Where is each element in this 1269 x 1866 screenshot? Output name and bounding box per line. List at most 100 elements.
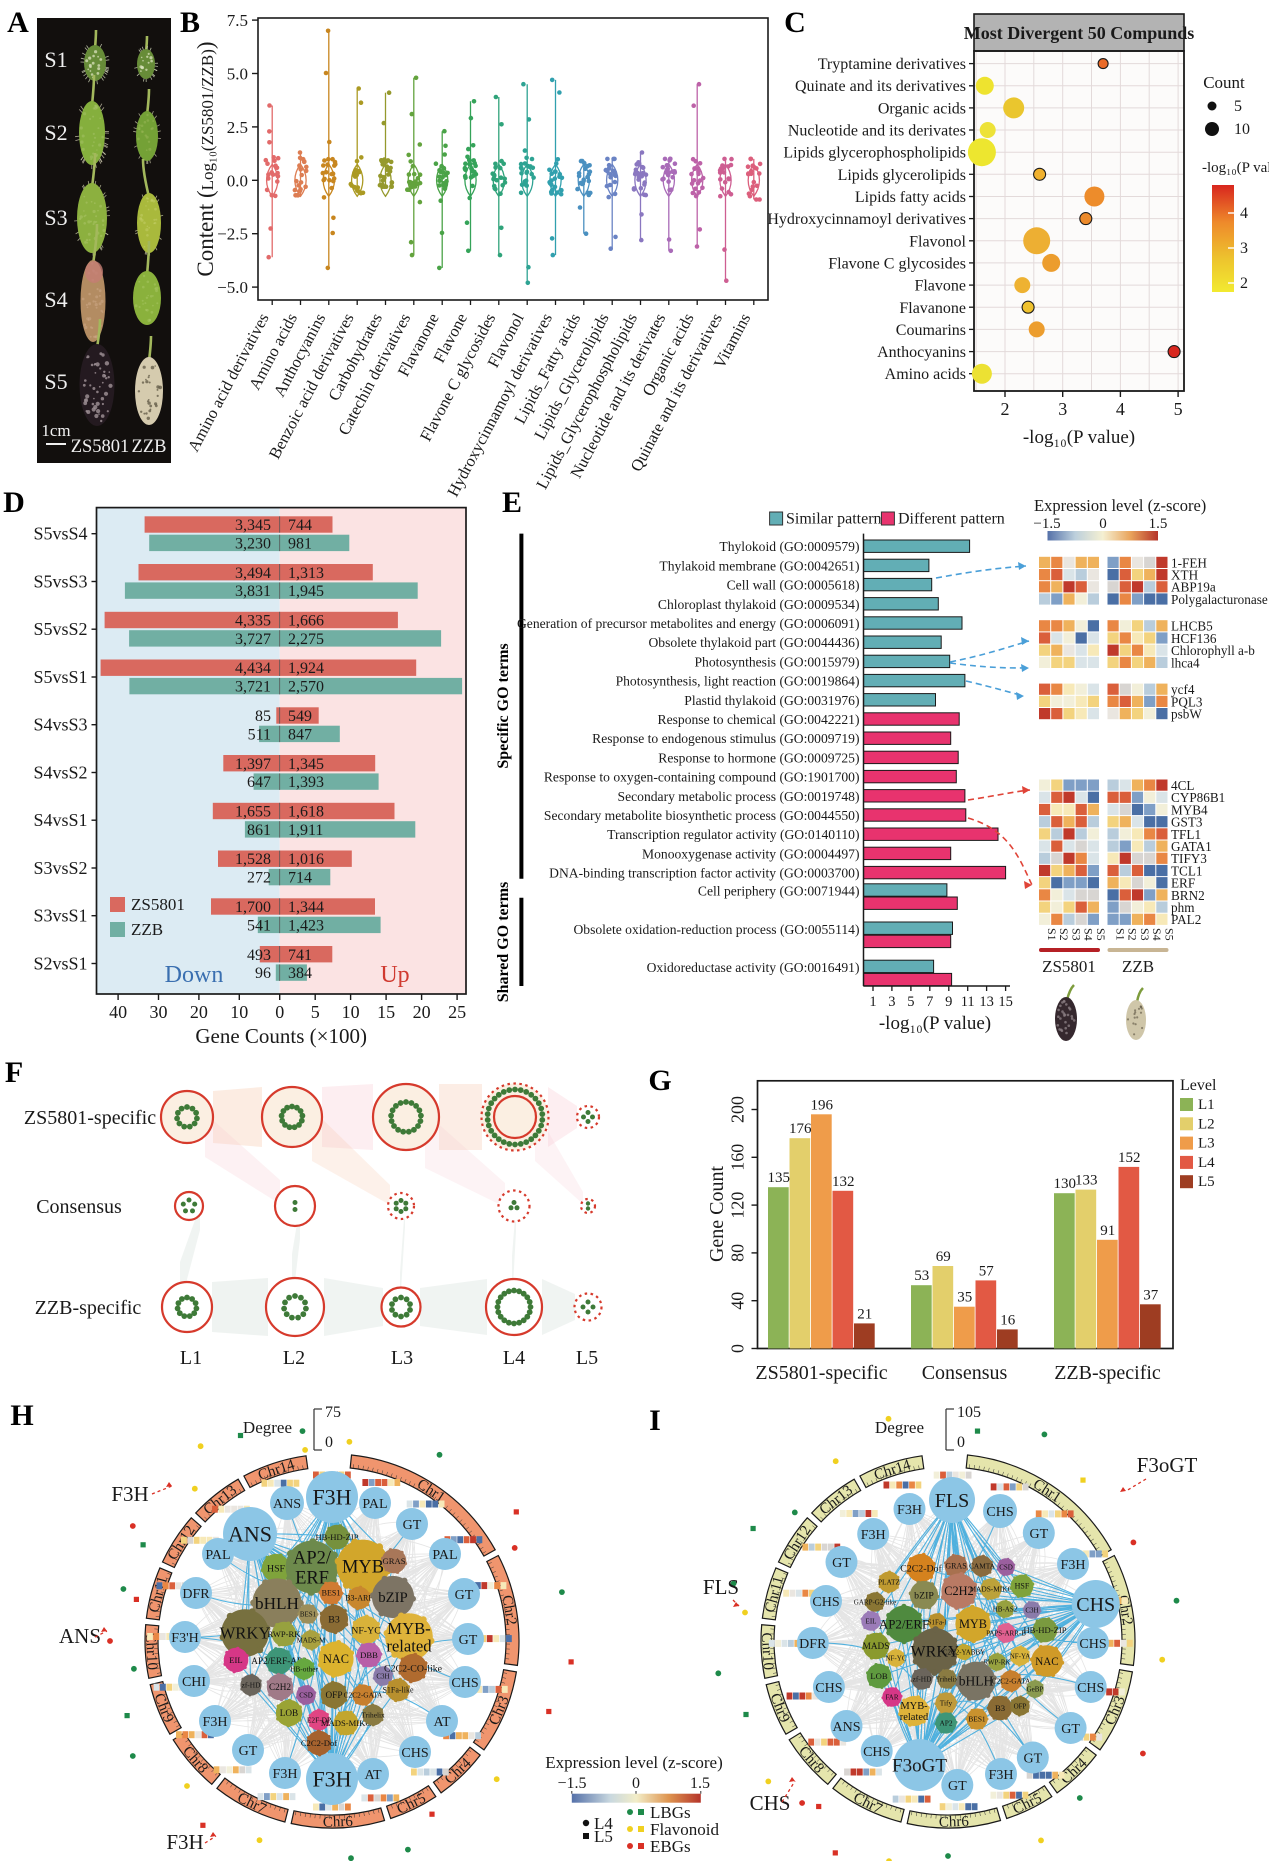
svg-text:A: A <box>7 6 29 39</box>
svg-text:3,831: 3,831 <box>235 583 271 600</box>
svg-text:L2: L2 <box>1198 1116 1215 1132</box>
svg-text:3: 3 <box>888 994 895 1010</box>
svg-text:S4: S4 <box>1150 928 1164 941</box>
svg-text:Consensus: Consensus <box>36 1196 122 1218</box>
svg-text:Flavone: Flavone <box>914 278 966 295</box>
svg-text:176: 176 <box>789 1121 812 1137</box>
svg-text:744: 744 <box>288 517 312 534</box>
svg-text:L5: L5 <box>576 1347 598 1369</box>
svg-text:MYB: MYB <box>342 1556 384 1576</box>
svg-text:GRAS: GRAS <box>945 1562 966 1571</box>
svg-text:I: I <box>649 1404 661 1437</box>
svg-text:549: 549 <box>288 708 312 725</box>
svg-text:CHS: CHS <box>1077 1681 1104 1696</box>
svg-text:PAL: PAL <box>362 1497 387 1512</box>
svg-text:Tryptamine derivatives: Tryptamine derivatives <box>818 56 966 73</box>
svg-text:L3: L3 <box>391 1347 413 1369</box>
svg-text:0: 0 <box>728 1344 748 1353</box>
svg-text:1,911: 1,911 <box>288 822 323 839</box>
svg-text:CHS: CHS <box>1079 1637 1106 1652</box>
svg-text:AT: AT <box>433 1715 451 1730</box>
svg-text:ZZB-specific: ZZB-specific <box>35 1297 142 1319</box>
svg-text:GARP-G2-like: GARP-G2-like <box>854 1598 896 1606</box>
svg-text:Level: Level <box>1180 1077 1217 1094</box>
svg-text:F3'H: F3'H <box>171 1631 198 1646</box>
svg-text:1: 1 <box>869 994 876 1010</box>
svg-text:S3vsS2: S3vsS2 <box>33 858 87 878</box>
svg-text:2: 2 <box>1240 275 1248 292</box>
svg-text:4,335: 4,335 <box>235 613 271 630</box>
svg-text:Chr6: Chr6 <box>323 1814 354 1831</box>
svg-text:2,570: 2,570 <box>288 679 324 696</box>
svg-text:C2C2-YABBY: C2C2-YABBY <box>943 1648 985 1656</box>
svg-text:C2H2: C2H2 <box>269 1682 291 1692</box>
svg-text:S4vsS1: S4vsS1 <box>33 810 87 830</box>
svg-text:ZZB: ZZB <box>132 437 167 457</box>
svg-text:DFR: DFR <box>182 1587 210 1602</box>
svg-text:Flavonol: Flavonol <box>909 233 966 250</box>
svg-text:Down: Down <box>165 962 224 988</box>
svg-text:C2C2-Dof: C2C2-Dof <box>301 1738 337 1748</box>
svg-text:CHS: CHS <box>815 1681 842 1696</box>
svg-text:847: 847 <box>288 726 312 743</box>
svg-text:Photosynthesis, light reaction: Photosynthesis, light reaction (GO:00198… <box>616 674 860 690</box>
svg-text:0: 0 <box>957 1434 965 1451</box>
svg-text:-log₁₀(P value): -log₁₀(P value) <box>1202 160 1269 176</box>
svg-text:C2C2-GATA: C2C2-GATA <box>992 1677 1031 1686</box>
svg-text:F3H: F3H <box>111 1482 148 1506</box>
svg-text:L1: L1 <box>1198 1097 1215 1113</box>
svg-text:HB-HD-ZIP: HB-HD-ZIP <box>1023 1625 1066 1635</box>
svg-text:FAR: FAR <box>885 1693 898 1701</box>
svg-text:F3H: F3H <box>989 1768 1014 1783</box>
svg-text:0: 0 <box>275 1002 284 1022</box>
svg-text:Similar pattern: Similar pattern <box>786 511 882 528</box>
svg-text:Tify: Tify <box>940 1699 953 1708</box>
svg-text:DBB: DBB <box>360 1650 378 1660</box>
svg-text:132: 132 <box>832 1174 855 1190</box>
svg-text:S2: S2 <box>1126 928 1140 941</box>
svg-text:-log₁₀(P value): -log₁₀(P value) <box>879 1013 991 1034</box>
svg-text:D: D <box>3 486 25 519</box>
svg-text:S1: S1 <box>44 47 67 72</box>
svg-text:Quinate and its derivatives: Quinate and its derivatives <box>795 78 966 95</box>
svg-text:E: E <box>502 486 522 519</box>
svg-text:S3vsS1: S3vsS1 <box>33 906 87 926</box>
svg-text:2: 2 <box>1001 399 1010 419</box>
svg-text:1,344: 1,344 <box>288 899 324 916</box>
svg-text:200: 200 <box>728 1096 748 1123</box>
svg-text:S3: S3 <box>1069 928 1083 941</box>
svg-text:9: 9 <box>945 994 952 1010</box>
svg-text:S5vsS3: S5vsS3 <box>33 572 87 592</box>
svg-text:1,423: 1,423 <box>288 917 324 934</box>
svg-text:196: 196 <box>811 1097 834 1113</box>
svg-text:Count: Count <box>1203 73 1245 92</box>
svg-text:−5.0: −5.0 <box>217 278 248 297</box>
svg-text:AT: AT <box>364 1768 382 1783</box>
svg-text:Monooxygenase activity (GO:000: Monooxygenase activity (GO:0004497) <box>642 846 859 862</box>
svg-text:B: B <box>180 6 200 39</box>
svg-text:Trihelix: Trihelix <box>936 1675 959 1683</box>
svg-text:related: related <box>900 1712 929 1723</box>
svg-text:S2: S2 <box>44 120 67 145</box>
svg-text:CHS: CHS <box>750 1791 791 1815</box>
svg-text:AP2/: AP2/ <box>293 1548 332 1568</box>
svg-text:1.5: 1.5 <box>690 1775 710 1792</box>
svg-text:5: 5 <box>907 994 914 1010</box>
svg-text:Anthocyanins: Anthocyanins <box>877 344 966 361</box>
svg-text:HB-other: HB-other <box>290 1665 318 1674</box>
svg-text:MADS-M: MADS-M <box>297 1636 327 1644</box>
svg-text:1,528: 1,528 <box>235 851 271 868</box>
svg-text:MYB-: MYB- <box>387 1619 430 1638</box>
svg-text:5: 5 <box>1174 399 1183 419</box>
svg-text:S4: S4 <box>44 287 67 312</box>
svg-text:F3oGT: F3oGT <box>892 1756 947 1777</box>
svg-text:Plastid thylakoid (GO:0031976): Plastid thylakoid (GO:0031976) <box>684 693 859 709</box>
svg-text:ANS: ANS <box>59 1624 101 1648</box>
svg-text:Consensus: Consensus <box>922 1362 1008 1384</box>
svg-text:35: 35 <box>957 1290 972 1306</box>
svg-text:493: 493 <box>247 947 271 964</box>
svg-text:ANS: ANS <box>273 1497 301 1512</box>
svg-text:F3H: F3H <box>1061 1558 1086 1573</box>
svg-text:57: 57 <box>979 1263 995 1279</box>
svg-text:F: F <box>5 1056 23 1089</box>
